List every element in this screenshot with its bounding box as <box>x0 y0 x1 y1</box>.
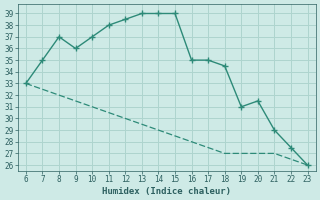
X-axis label: Humidex (Indice chaleur): Humidex (Indice chaleur) <box>102 187 231 196</box>
